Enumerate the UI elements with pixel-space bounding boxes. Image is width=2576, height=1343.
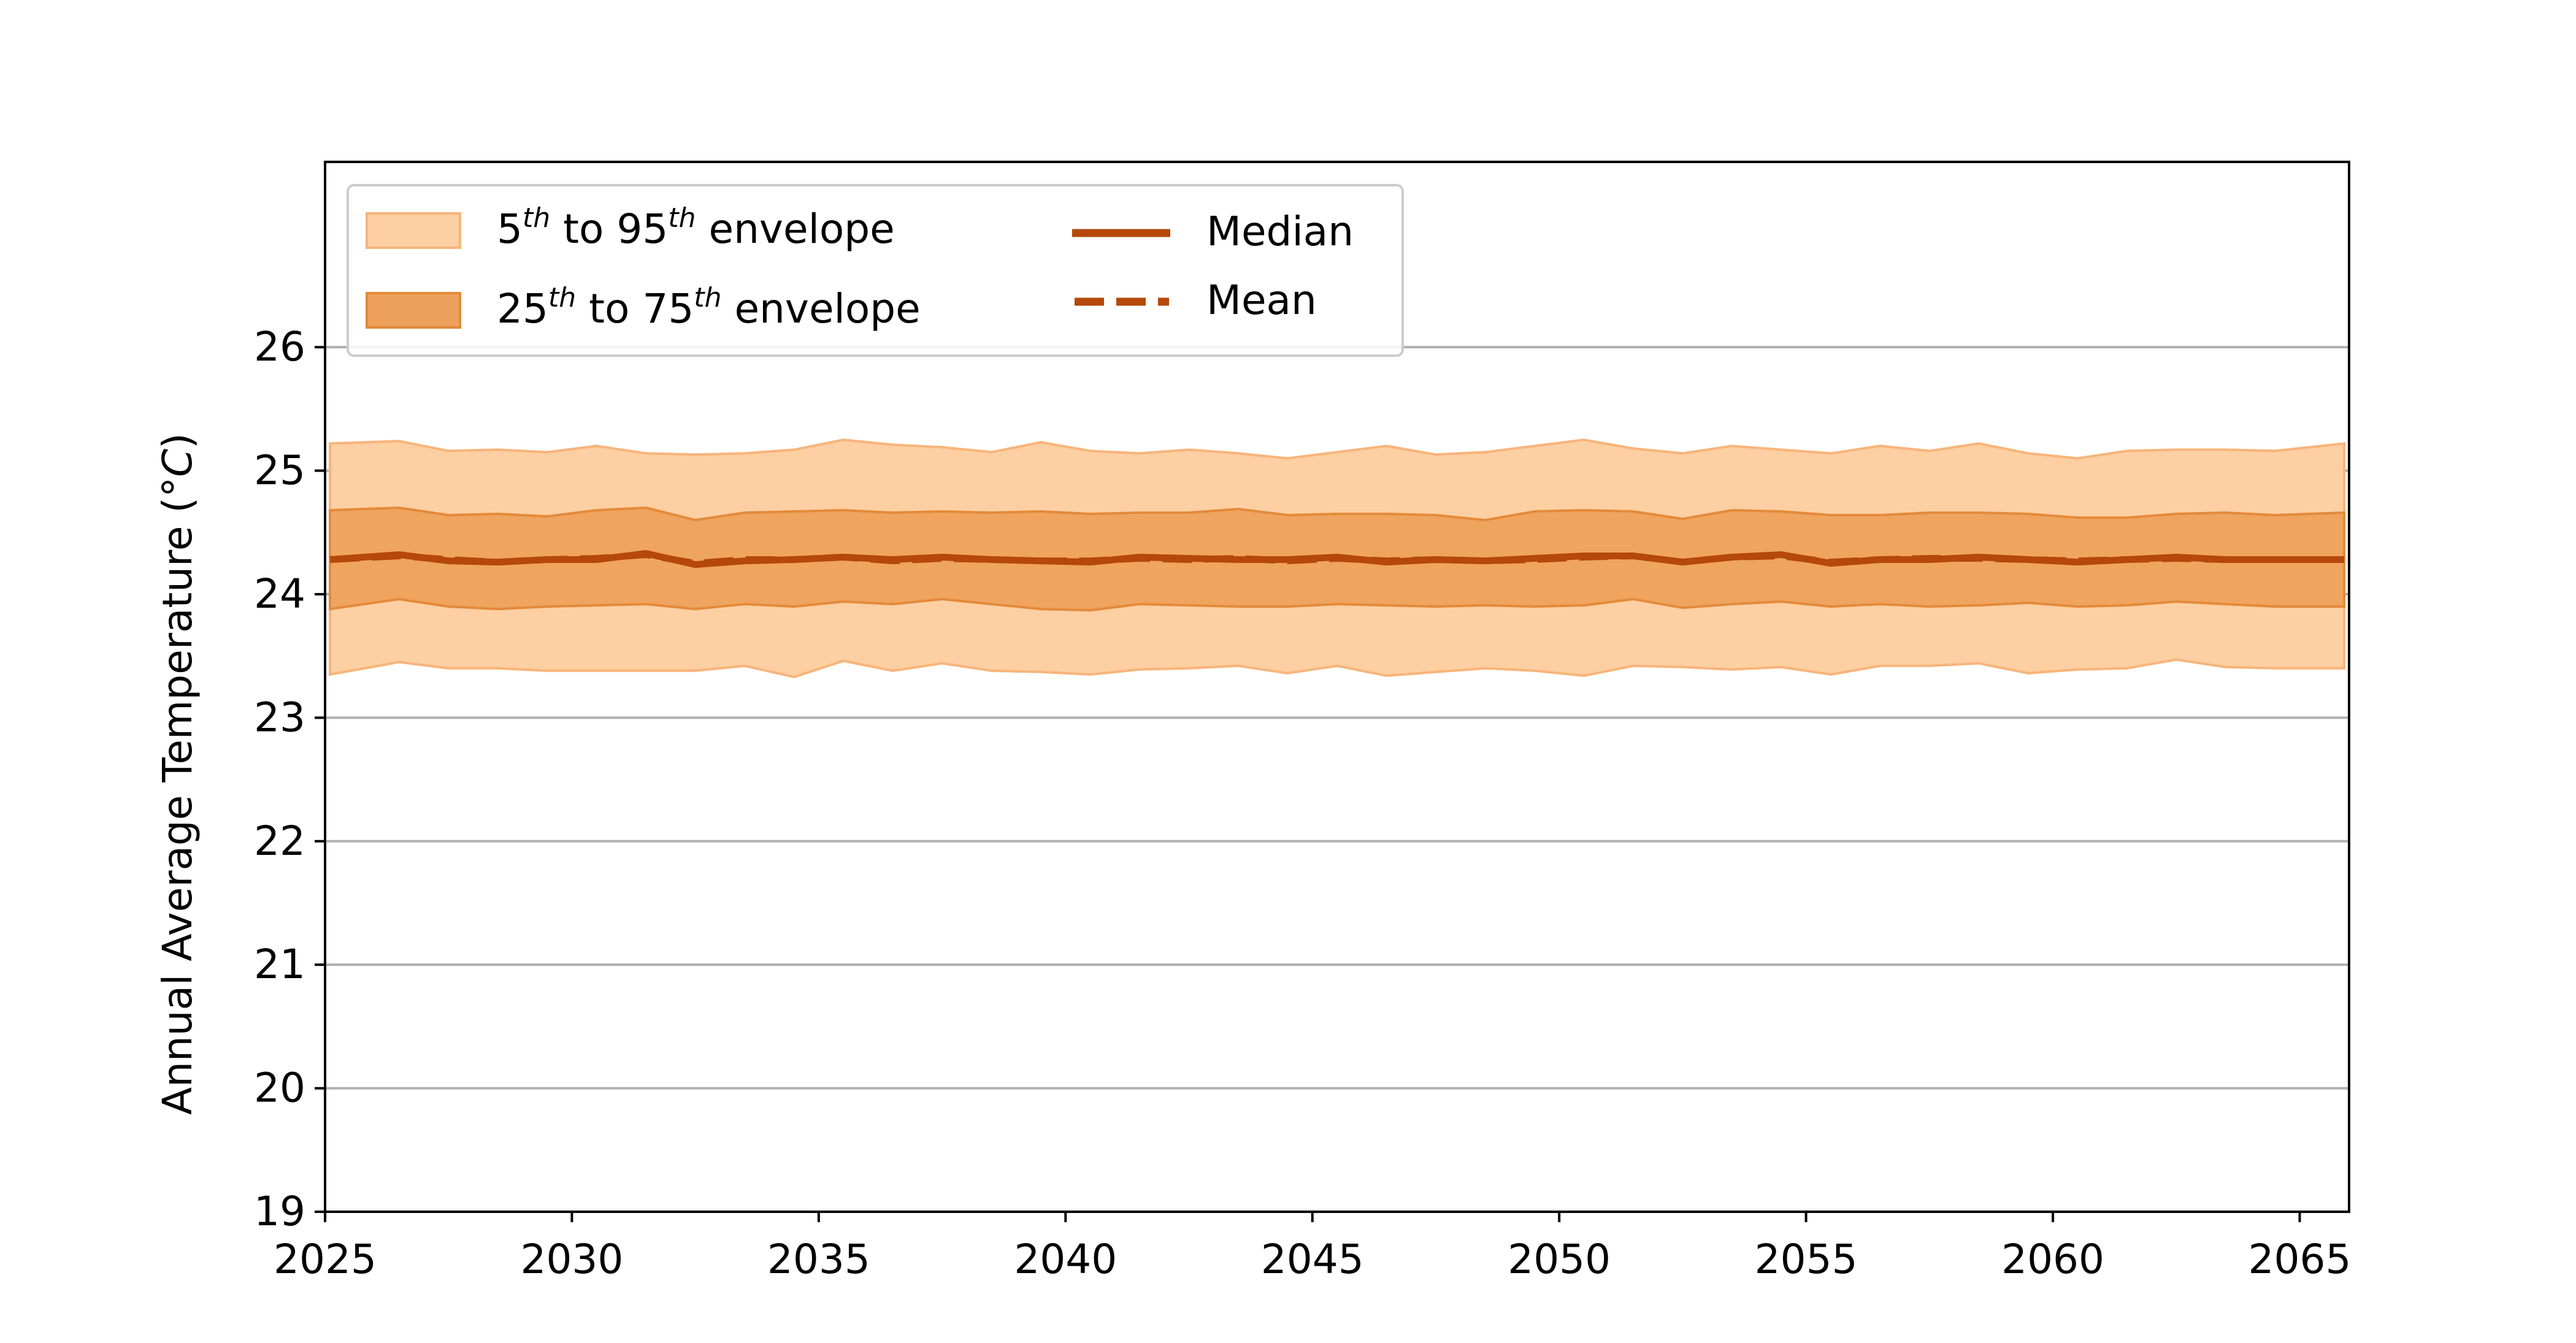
x-tick-label: 2065	[2248, 1236, 2352, 1283]
x-tick-label: 2035	[767, 1236, 870, 1283]
y-tick-label: 19	[254, 1188, 305, 1235]
x-tick-label: 2040	[1014, 1236, 1117, 1283]
mean-line	[329, 551, 2344, 567]
legend-label-5-95: 5th to 95th envelope	[497, 202, 895, 253]
x-tick-label: 2055	[1755, 1236, 1858, 1283]
y-tick-label: 24	[254, 570, 305, 618]
legend: 5th to 95th envelope 25th to 75th envelo…	[347, 184, 1404, 357]
y-axis-label: Annual Average Temperature (°C)	[154, 433, 201, 1115]
x-axis-ticks: 2025 2030 2035 2040 2045 2050 2055 2060 2065	[274, 1212, 2351, 1283]
y-tick-label: 25	[254, 447, 305, 494]
legend-swatch-25-75	[366, 292, 461, 329]
legend-label-median: Median	[1206, 208, 1354, 255]
x-tick-label: 2045	[1261, 1236, 1364, 1283]
legend-label-25-75: 25th to 75th envelope	[497, 282, 921, 332]
x-tick-label: 2060	[2001, 1236, 2104, 1283]
x-tick-label: 2050	[1508, 1236, 1611, 1283]
y-axis-ticks: 19 20 21 22 23 24 25 26	[254, 323, 325, 1235]
y-tick-label: 22	[254, 817, 305, 865]
x-tick-label: 2030	[520, 1236, 623, 1283]
y-tick-label: 21	[254, 941, 305, 988]
plot-frame	[324, 161, 2350, 1213]
x-tick-label: 2025	[274, 1236, 377, 1283]
legend-box	[347, 184, 1404, 357]
legend-swatch-5-95	[366, 212, 461, 249]
legend-label-mean: Mean	[1206, 277, 1317, 324]
series-layer	[329, 438, 2345, 678]
y-tick-label: 26	[254, 323, 305, 370]
y-tick-label: 23	[254, 694, 305, 741]
y-tick-label: 20	[254, 1065, 305, 1112]
